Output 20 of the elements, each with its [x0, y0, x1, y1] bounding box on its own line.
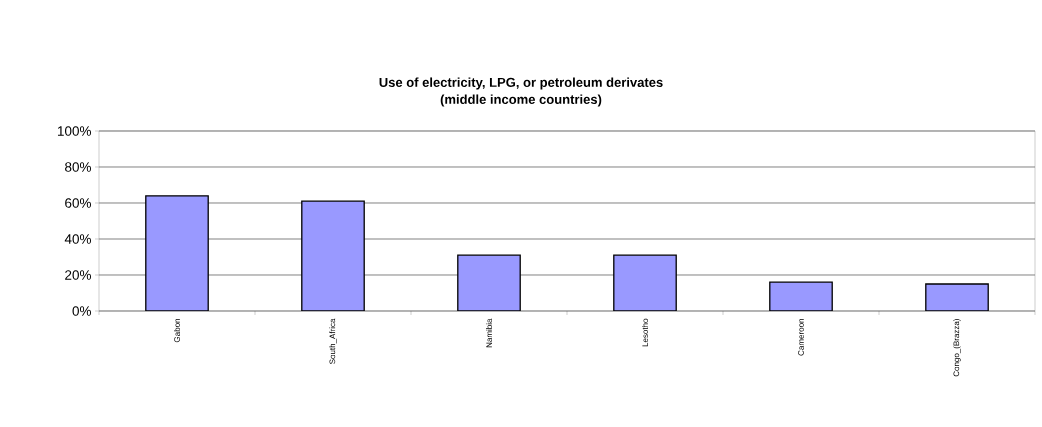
y-tick-label: 40%	[64, 234, 91, 244]
bar	[457, 254, 521, 311]
x-tick-label: Gabon	[174, 319, 180, 343]
y-tick-label: 80%	[65, 162, 91, 172]
chart-subtitle: (middle income countries)	[440, 94, 602, 107]
x-tick-label: Cameroon	[798, 319, 804, 356]
y-tick-label: 0%	[72, 306, 91, 316]
x-tick-label: South_Africa	[329, 318, 337, 364]
chart-title: Use of electricity, LPG, or petroleum derivates	[379, 77, 663, 90]
y-tick-label: 60%	[65, 198, 91, 208]
y-tick-label: 20%	[65, 270, 91, 280]
bar	[769, 281, 833, 311]
x-tick-label: Congo_(Brazza)	[953, 319, 961, 377]
x-tick-label: Lesotho	[642, 318, 648, 347]
bar	[925, 283, 989, 311]
y-tick-label: 100%	[57, 126, 91, 136]
bar	[613, 254, 677, 311]
x-tick-label: Namibia	[486, 318, 492, 348]
bar	[301, 200, 365, 311]
bar	[145, 195, 209, 311]
